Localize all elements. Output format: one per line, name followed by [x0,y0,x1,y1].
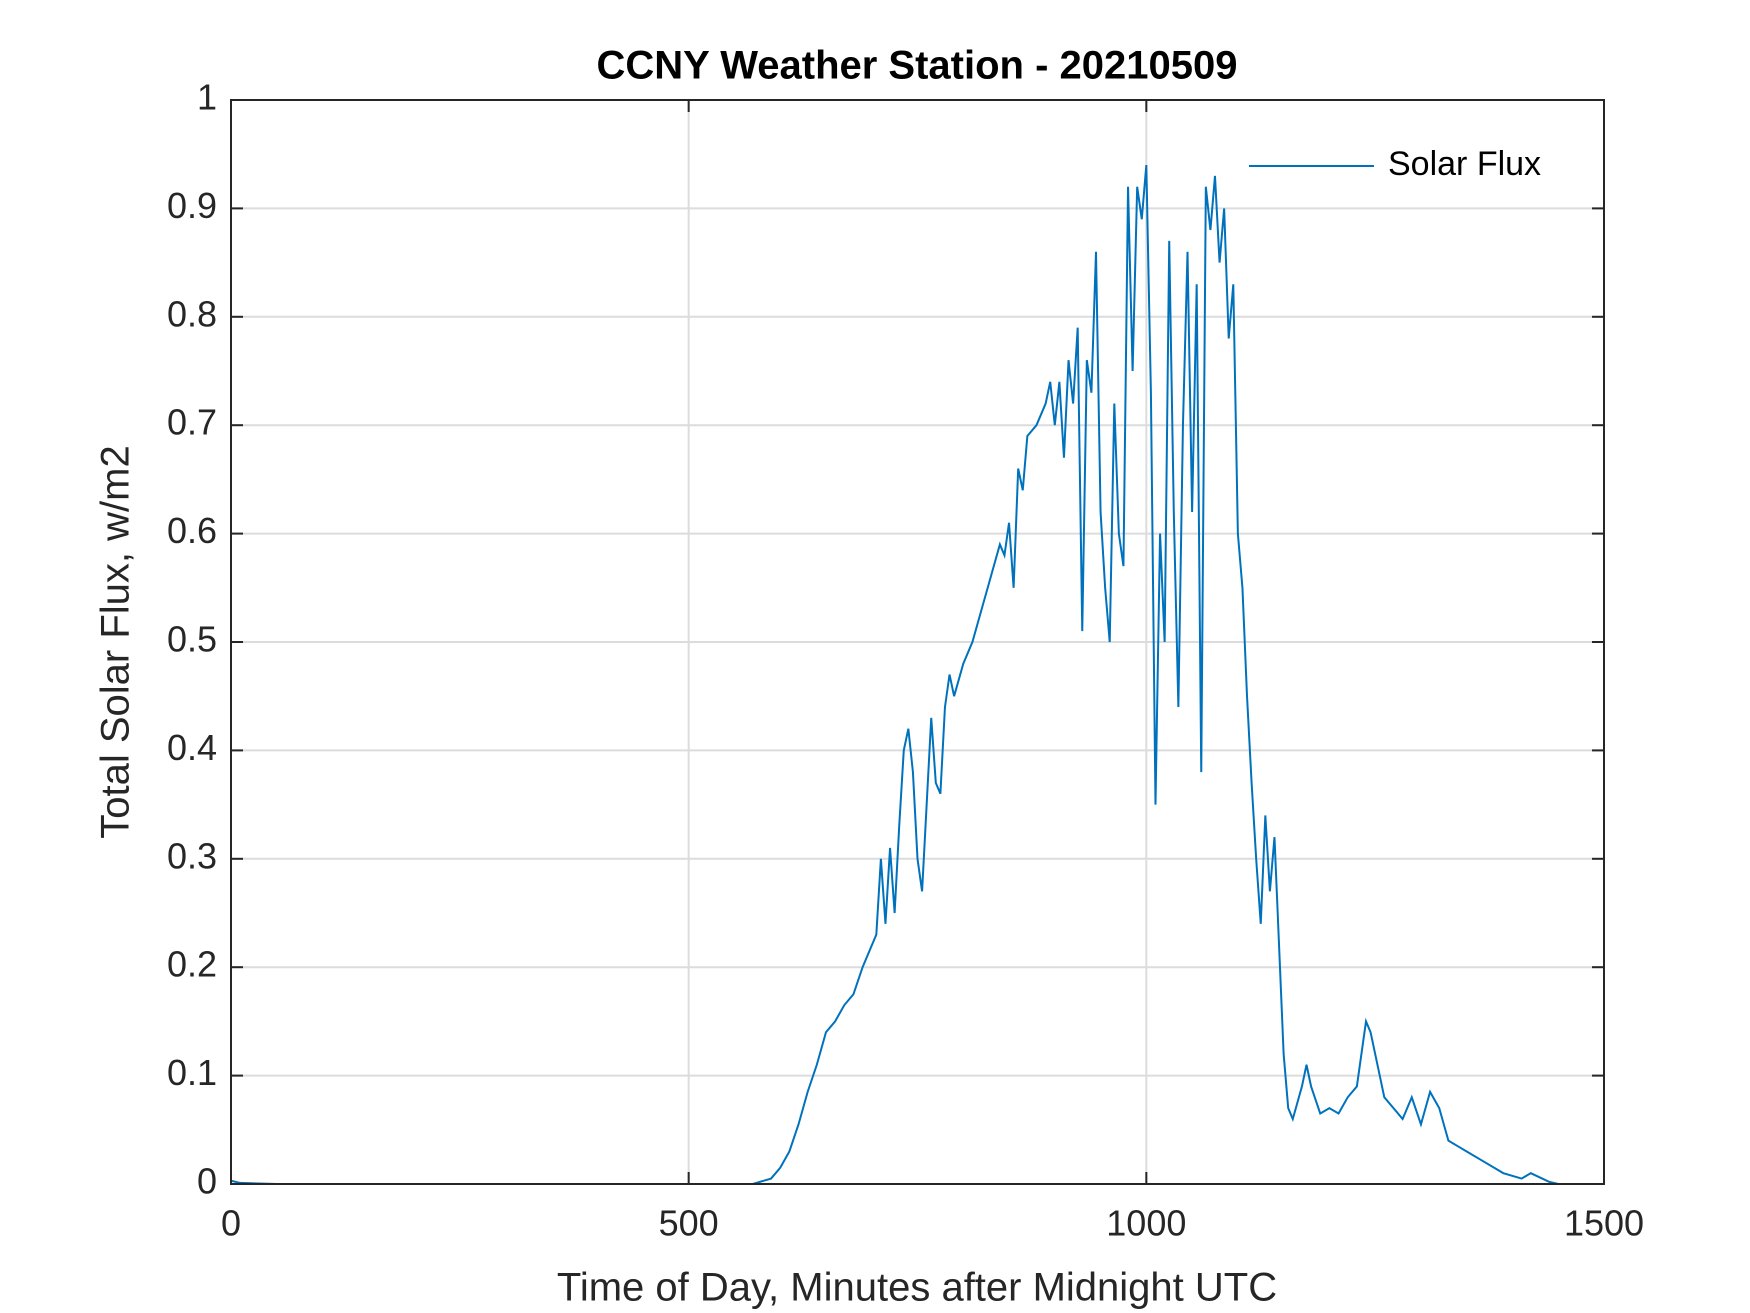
x-tick-label: 1000 [1106,1203,1186,1244]
y-tick-label: 1 [197,77,217,118]
y-tick-label: 0 [197,1161,217,1202]
y-tick-label: 0.6 [167,510,217,551]
y-tick-label: 0.3 [167,835,217,876]
y-tick-label: 0.8 [167,293,217,334]
y-tick-label: 0.2 [167,944,217,985]
y-tick-label: 0.9 [167,185,217,226]
x-axis-label: Time of Day, Minutes after Midnight UTC [557,1266,1277,1310]
y-tick-label: 0.1 [167,1052,217,1093]
y-tick-label: 0.7 [167,402,217,443]
x-tick-label: 1500 [1564,1203,1644,1244]
x-tick-label: 0 [221,1203,241,1244]
y-tick-label: 0.5 [167,619,217,660]
y-axis-label: Total Solar Flux, w/m2 [94,445,138,838]
data-line [230,164,1559,1185]
axes-box [230,99,1605,1185]
legend-label: Solar Flux [1388,145,1541,183]
y-tick-label: 0.4 [167,727,217,768]
x-tick-label: 500 [659,1203,719,1244]
chart-title: CCNY Weather Station - 20210509 [597,44,1238,88]
